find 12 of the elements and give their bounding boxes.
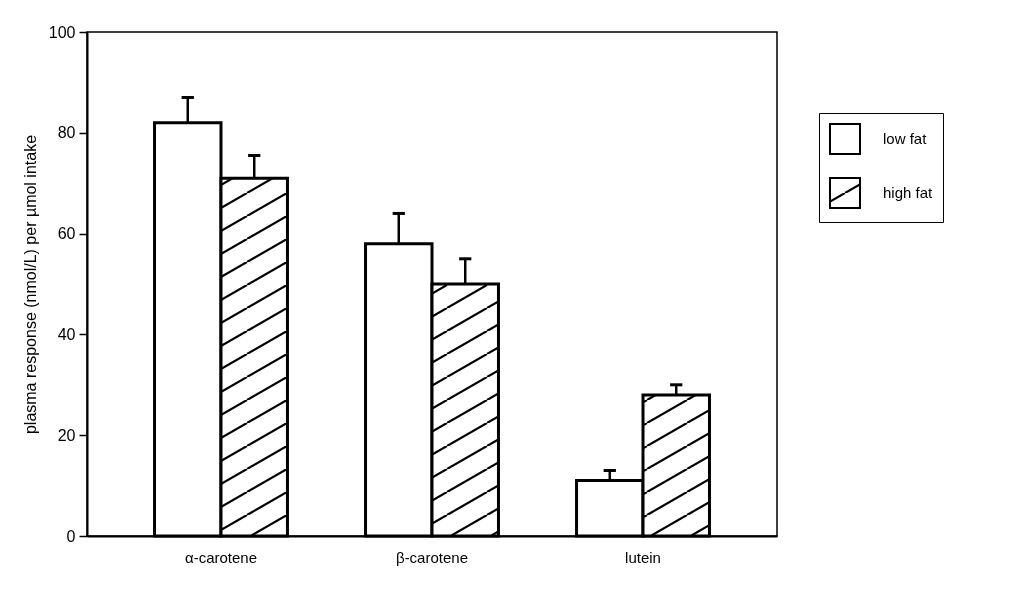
legend-label: high fat <box>883 184 934 201</box>
x-tick-label: β-carotene <box>396 548 468 566</box>
y-axis-title: plasma response (nmol/L) per µmol intake <box>21 134 39 435</box>
x-tick-label: lutein <box>625 548 661 566</box>
y-tick-label: 40 <box>57 325 76 343</box>
y-tick-label: 60 <box>57 225 76 243</box>
y-tick-label: 80 <box>57 124 76 142</box>
y-tick-label: 100 <box>48 23 76 41</box>
legend-label: low fat <box>883 130 928 147</box>
x-tick-label: α-carotene <box>184 548 258 566</box>
y-tick-label: 20 <box>57 426 76 444</box>
y-tick-label: 0 <box>66 527 76 545</box>
